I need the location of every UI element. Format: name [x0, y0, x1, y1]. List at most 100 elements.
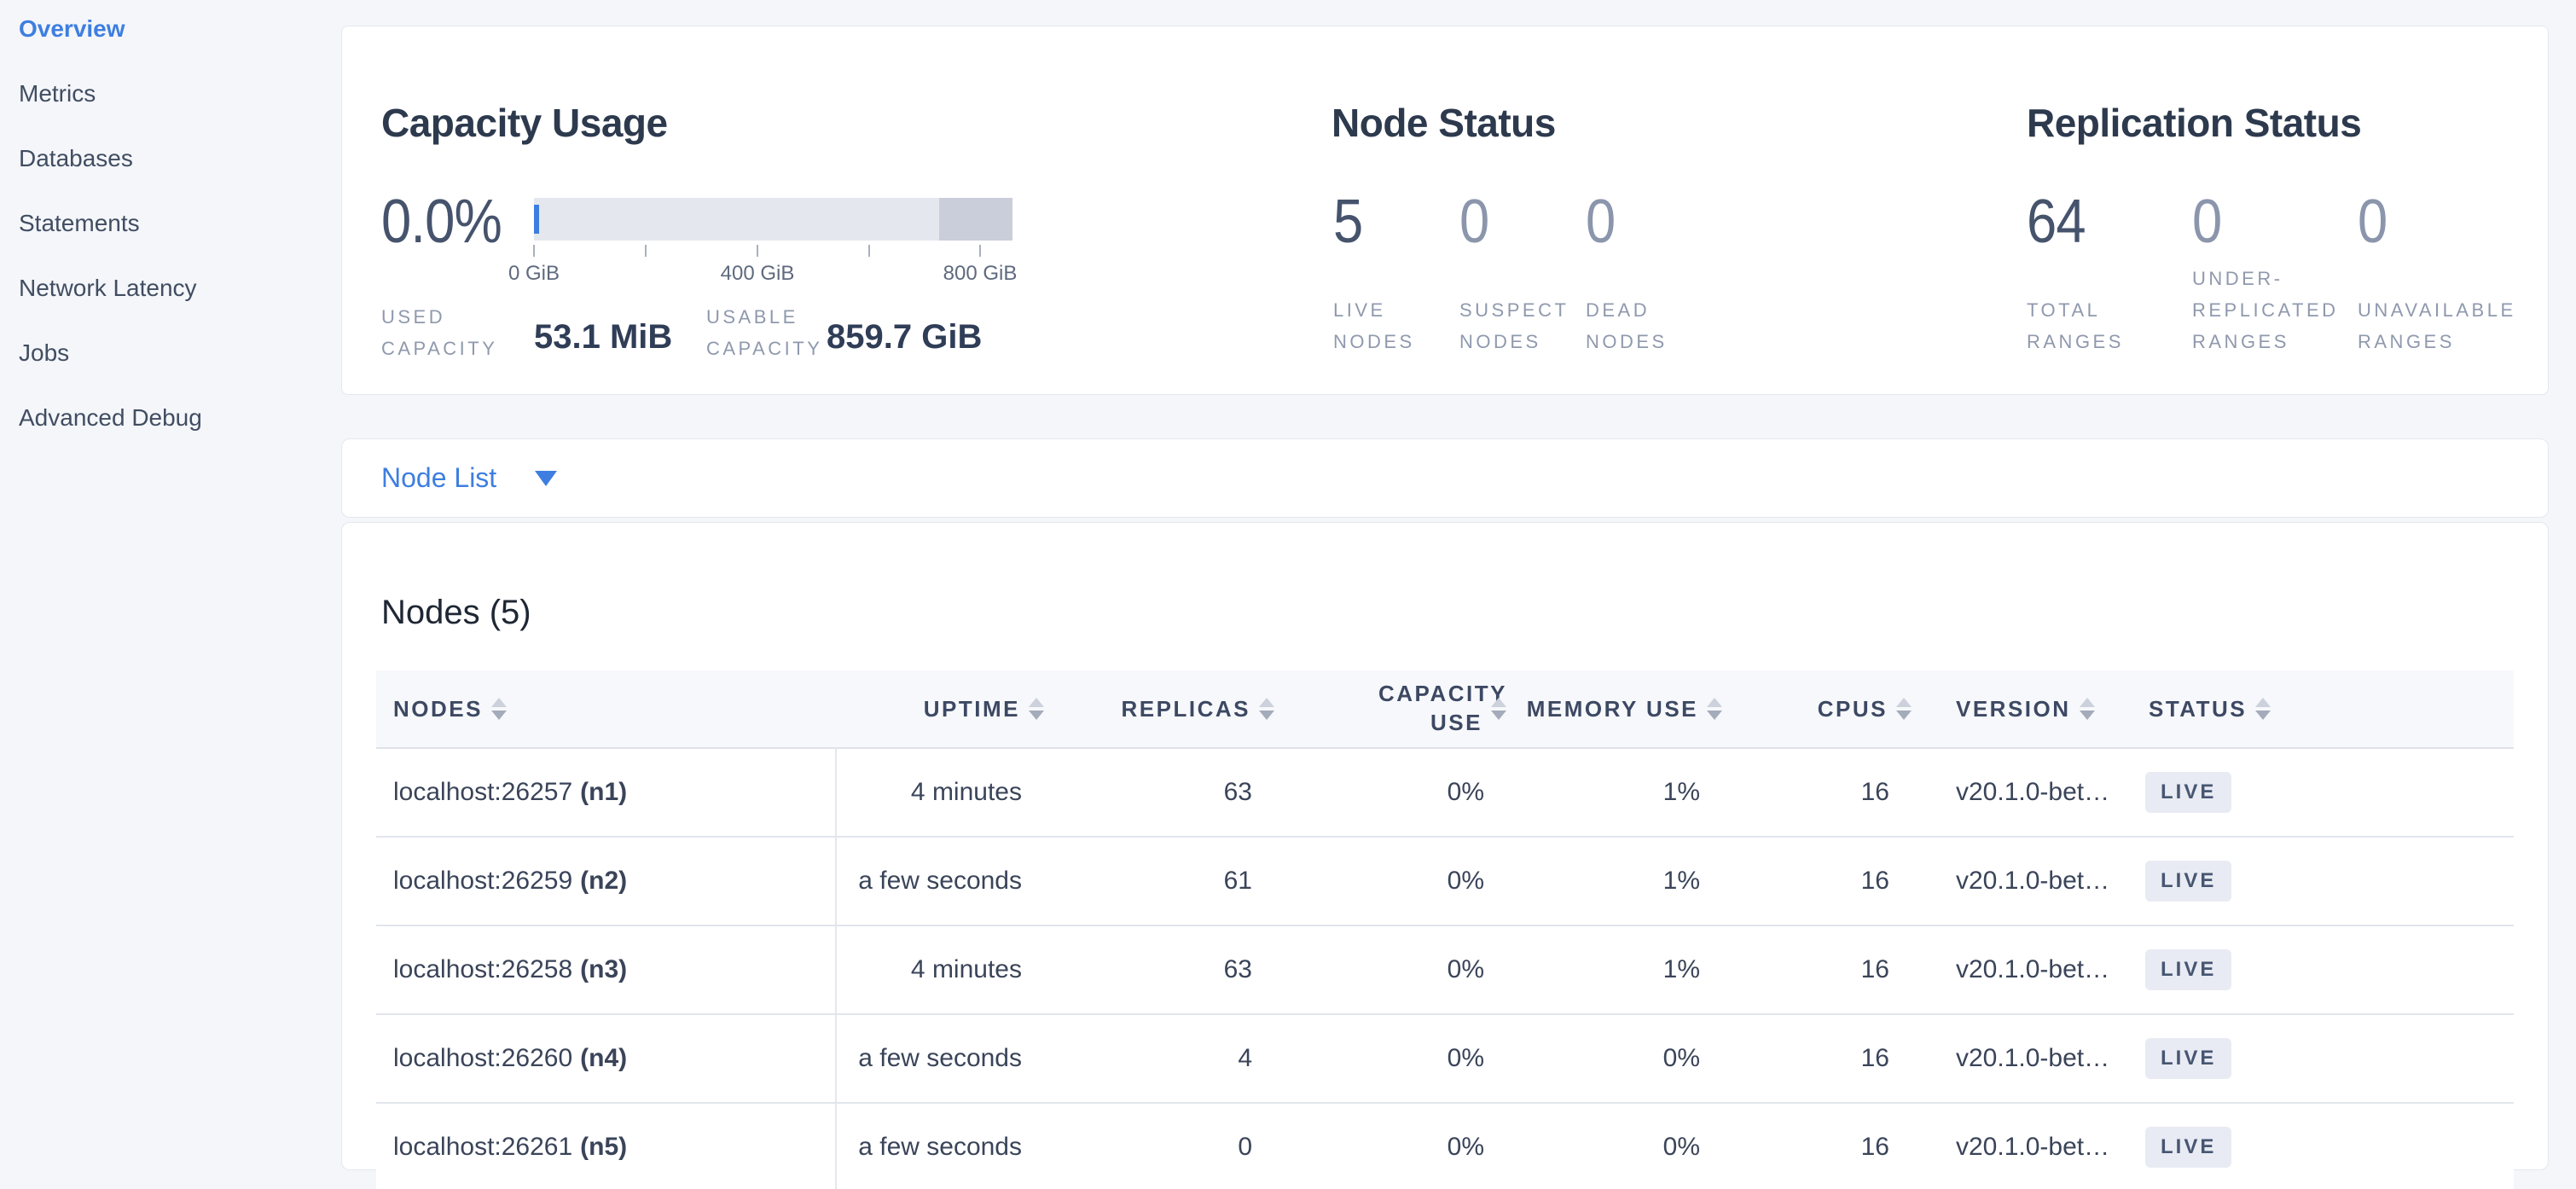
memory-use-cell: 1% [1662, 778, 1700, 806]
sort-icon [1029, 698, 1044, 720]
sidebar-item-databases[interactable]: Databases [19, 145, 133, 171]
capacity-percent: 0.0% [381, 188, 502, 256]
cpus-cell: 16 [1860, 1044, 1889, 1072]
under-replicated-ranges-count: 0 [2192, 188, 2222, 256]
column-header-replicas[interactable]: REPLICAS [1054, 670, 1285, 747]
used-capacity-label: USED CAPACITY [381, 306, 498, 359]
sidebar-item-overview[interactable]: Overview [19, 15, 125, 42]
suspect-nodes-count: 0 [1459, 188, 1489, 256]
column-header-cpus[interactable]: CPUS [1732, 670, 1922, 747]
version-cell: v20.1.0-bet… [1956, 955, 2110, 983]
usable-capacity-value: 859.7 GiB [827, 318, 983, 356]
nodes-table-panel: Nodes (5) NODES UPTIME REPLICAS [341, 522, 2549, 1189]
sort-icon [1259, 698, 1274, 720]
sidebar-item-metrics[interactable]: Metrics [19, 80, 96, 107]
nodes-table: NODES UPTIME REPLICAS CAPACITY USE [376, 670, 2514, 1189]
sidebar-item-advanced-debug[interactable]: Advanced Debug [19, 404, 202, 431]
replication-status-title: Replication Status [2027, 101, 2362, 146]
column-header-nodes[interactable]: NODES [376, 670, 837, 747]
capacity-use-cell: 0% [1447, 778, 1484, 806]
axis-tick-label: 400 GiB [720, 262, 795, 285]
axis-tick [645, 245, 647, 257]
caret-down-icon[interactable] [535, 470, 558, 486]
column-header-status[interactable]: STATUS [2145, 670, 2514, 747]
column-header-memory-use[interactable]: MEMORY USE [1517, 670, 1732, 747]
nodes-table-title: Nodes (5) [381, 594, 531, 631]
capacity-usage-title: Capacity Usage [381, 101, 668, 146]
node-address: localhost:26257 [393, 778, 573, 806]
node-list-dropdown[interactable]: Node List [381, 462, 497, 493]
memory-use-cell: 0% [1662, 1133, 1700, 1161]
sidebar-item-jobs[interactable]: Jobs [19, 339, 70, 366]
table-row[interactable]: localhost:26260 (n4) a few seconds 4 0% 0… [376, 1015, 2514, 1104]
sidebar-item-network-latency[interactable]: Network Latency [19, 275, 197, 301]
replicas-cell: 0 [1238, 1133, 1252, 1161]
replicas-cell: 61 [1223, 867, 1252, 895]
version-cell: v20.1.0-bet… [1956, 1133, 2110, 1161]
node-address: localhost:26259 [393, 867, 573, 895]
column-header-capacity-use[interactable]: CAPACITY USE [1378, 681, 1507, 735]
memory-use-cell: 1% [1662, 867, 1700, 895]
dead-nodes-count: 0 [1586, 188, 1616, 256]
axis-tick [533, 245, 535, 257]
node-address: localhost:26260 [393, 1044, 573, 1072]
table-row[interactable]: localhost:26261 (n5) a few seconds 0 0% 0… [376, 1104, 2514, 1189]
sort-icon [1707, 698, 1722, 720]
status-badge: LIVE [2145, 861, 2232, 902]
used-capacity-value: 53.1 MiB [534, 318, 673, 356]
table-row[interactable]: localhost:26259 (n2) a few seconds 61 0% … [376, 838, 2514, 926]
axis-tick [757, 245, 758, 257]
column-header-uptime[interactable]: UPTIME [837, 670, 1054, 747]
capacity-use-cell: 0% [1447, 955, 1484, 983]
capacity-bar [534, 198, 1012, 241]
total-ranges-count: 64 [2027, 188, 2086, 256]
status-badge: LIVE [2145, 772, 2232, 813]
status-badge: LIVE [2145, 1127, 2232, 1168]
axis-tick [979, 245, 981, 257]
capacity-bar-used-segment [534, 205, 539, 234]
unavailable-ranges-count: 0 [2358, 188, 2387, 256]
replicas-cell: 63 [1223, 955, 1252, 983]
under-replicated-ranges-label: UNDER-REPLICATED RANGES [2192, 268, 2339, 352]
capacity-use-cell: 0% [1447, 867, 1484, 895]
cluster-summary-panel: Capacity Usage 0.0% 0 GiB 400 GiB 800 Gi… [341, 26, 2549, 395]
axis-tick [868, 245, 870, 257]
sidebar: Overview Metrics Databases Statements Ne… [0, 0, 341, 1189]
cpus-cell: 16 [1860, 955, 1889, 983]
cpus-cell: 16 [1860, 778, 1889, 806]
axis-tick-label: 0 GiB [508, 262, 560, 285]
uptime-cell: a few seconds [858, 867, 1022, 895]
replicas-cell: 63 [1223, 778, 1252, 806]
total-ranges-label: TOTAL RANGES [2027, 299, 2124, 352]
node-id: (n2) [580, 867, 628, 895]
capacity-bar-other-segment [939, 198, 1012, 241]
unavailable-ranges-label: UNAVAILABLE RANGES [2358, 299, 2516, 352]
sort-icon [2255, 698, 2271, 720]
uptime-cell: 4 minutes [910, 955, 1022, 983]
version-cell: v20.1.0-bet… [1956, 778, 2110, 806]
table-header-row: NODES UPTIME REPLICAS CAPACITY USE [376, 670, 2514, 749]
node-status-title: Node Status [1332, 101, 1556, 146]
axis-tick-label: 800 GiB [943, 262, 1018, 285]
capacity-use-cell: 0% [1447, 1133, 1484, 1161]
node-address: localhost:26261 [393, 1133, 573, 1161]
node-id: (n4) [580, 1044, 628, 1072]
node-id: (n1) [580, 778, 628, 806]
table-row[interactable]: localhost:26258 (n3) 4 minutes 63 0% 1% 1… [376, 926, 2514, 1015]
live-nodes-count: 5 [1333, 188, 1363, 256]
sort-icon [2079, 698, 2095, 720]
node-list-bar: Node List [341, 438, 2549, 518]
sidebar-item-statements[interactable]: Statements [19, 210, 140, 236]
usable-capacity-label: USABLE CAPACITY [706, 306, 823, 359]
column-header-version[interactable]: VERSION [1922, 670, 2145, 747]
version-cell: v20.1.0-bet… [1956, 1044, 2110, 1072]
memory-use-cell: 1% [1662, 955, 1700, 983]
sort-icon [490, 698, 507, 720]
dead-nodes-label: DEAD NODES [1586, 299, 1668, 352]
status-badge: LIVE [2145, 1038, 2232, 1079]
cpus-cell: 16 [1860, 1133, 1889, 1161]
suspect-nodes-label: SUSPECT NODES [1459, 299, 1569, 352]
table-row[interactable]: localhost:26257 (n1) 4 minutes 63 0% 1% 1… [376, 749, 2514, 838]
status-badge: LIVE [2145, 949, 2232, 990]
